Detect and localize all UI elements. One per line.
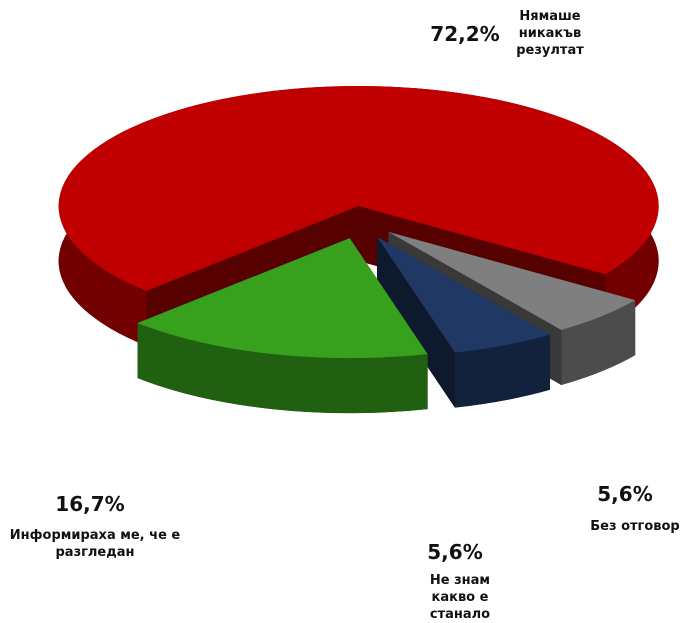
slice <box>137 238 428 414</box>
slice <box>388 231 636 330</box>
value-label: 5,6% <box>597 482 653 506</box>
value-label: 72,2% <box>430 22 500 46</box>
category-label: Нямаше никакъв резултат <box>516 9 584 58</box>
slice <box>58 86 659 291</box>
slice-wall <box>561 300 636 385</box>
category-label: Информираха ме, че е разгледан <box>9 528 181 560</box>
value-label: 5,6% <box>427 540 483 564</box>
slice-side <box>376 236 455 408</box>
category-label: Без отговор <box>590 519 680 534</box>
slice <box>376 236 550 408</box>
slice-wall <box>137 323 428 414</box>
value-label: 16,7% <box>55 492 125 516</box>
slice-wall <box>454 334 550 408</box>
category-label: Не знам какво е станало <box>429 573 491 622</box>
slice <box>137 238 428 359</box>
slice <box>376 236 550 353</box>
